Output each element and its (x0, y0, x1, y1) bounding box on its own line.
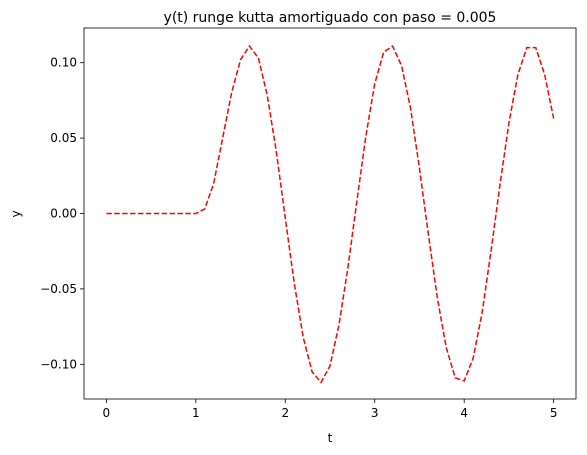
x-axis-label: t (328, 431, 333, 445)
chart-title: y(t) runge kutta amortiguado con paso = … (164, 10, 497, 26)
x-tick-label: 0 (103, 406, 111, 420)
y-tick-label: 0.05 (50, 131, 77, 145)
data-line (106, 44, 555, 384)
x-tick-label: 4 (460, 406, 468, 420)
y-tick-label: 0.00 (50, 207, 77, 221)
y-axis-label: y (9, 210, 23, 217)
y-tick-label: −0.10 (40, 357, 77, 371)
x-tick-label: 5 (550, 406, 558, 420)
y-tick-label: 0.10 (50, 56, 77, 70)
x-tick-label: 3 (371, 406, 379, 420)
y-tick-label: −0.05 (40, 282, 77, 296)
plot-frame (83, 27, 577, 400)
x-tick-label: 2 (281, 406, 289, 420)
x-tick-label: 1 (192, 406, 200, 420)
